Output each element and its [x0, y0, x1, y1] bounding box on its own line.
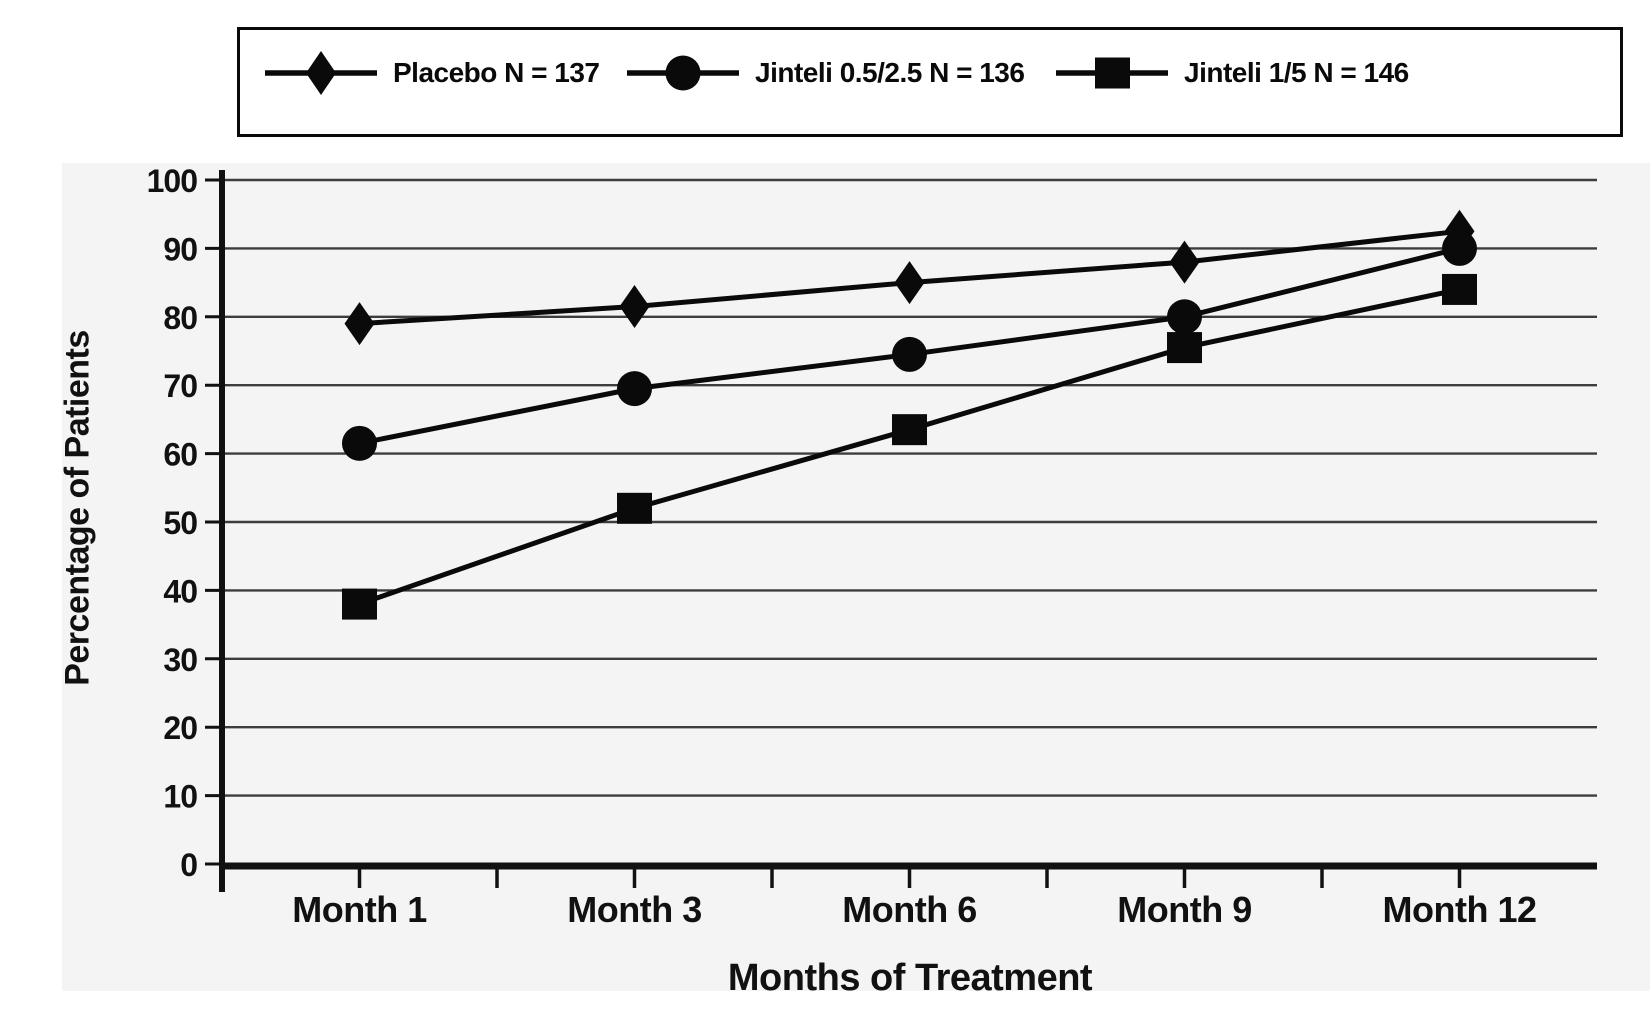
circle-point	[1167, 299, 1202, 335]
legend-box: Placebo N = 137 Jinteli 0.5/2.5 N = 136 …	[237, 27, 1623, 137]
y-tick-label: 10	[163, 779, 197, 815]
x-category-label: Month 6	[842, 889, 976, 930]
y-tick-label: 30	[163, 642, 197, 678]
square-marker-icon	[1056, 57, 1168, 89]
square-point	[892, 414, 927, 446]
x-category-label: Month 12	[1383, 889, 1537, 930]
y-tick-label: 40	[163, 573, 197, 609]
square-point	[342, 588, 377, 620]
y-tick-label: 0	[180, 847, 197, 883]
circle-point	[892, 336, 927, 372]
y-tick-label: 20	[163, 710, 197, 746]
legend-label-placebo: Placebo N = 137	[393, 57, 600, 88]
y-tick-label: 80	[163, 300, 197, 336]
circle-point	[342, 425, 377, 461]
legend-item-jinteli-05-25: Jinteli 0.5/2.5 N = 136	[624, 49, 1025, 97]
y-tick-label: 70	[163, 368, 197, 404]
diamond-marker-icon	[265, 51, 377, 95]
x-axis-title: Months of Treatment	[727, 957, 1093, 999]
chart-background	[62, 163, 1650, 991]
x-category-label: Month 3	[567, 889, 701, 930]
square-point	[1442, 273, 1477, 305]
x-category-label: Month 1	[292, 889, 427, 930]
y-axis-title: Percentage of Patients	[58, 330, 97, 686]
square-point	[617, 492, 652, 524]
circle-marker-icon	[627, 55, 739, 91]
diamond-point	[344, 302, 375, 346]
legend-item-jinteli-1-5: Jinteli 1/5 N = 146	[1053, 49, 1409, 97]
legend-item-placebo: Placebo N = 137	[262, 49, 600, 97]
series-line-square	[358, 286, 1461, 607]
x-category-label: Month 9	[1117, 889, 1251, 930]
diamond-point	[1169, 240, 1200, 284]
diamond-point	[619, 285, 650, 329]
y-tick-label: 50	[163, 505, 197, 541]
y-tick-label: 90	[163, 231, 197, 267]
circle-point	[1442, 230, 1477, 266]
y-tick-label: 100	[147, 163, 198, 199]
diamond-point	[894, 261, 925, 305]
y-tick-label: 60	[163, 437, 197, 473]
legend-label-jinteli-1-5: Jinteli 1/5 N = 146	[1184, 57, 1409, 88]
legend-label-jinteli-05-25: Jinteli 0.5/2.5 N = 136	[755, 57, 1025, 88]
circle-point	[617, 371, 652, 407]
square-point	[1167, 332, 1202, 364]
